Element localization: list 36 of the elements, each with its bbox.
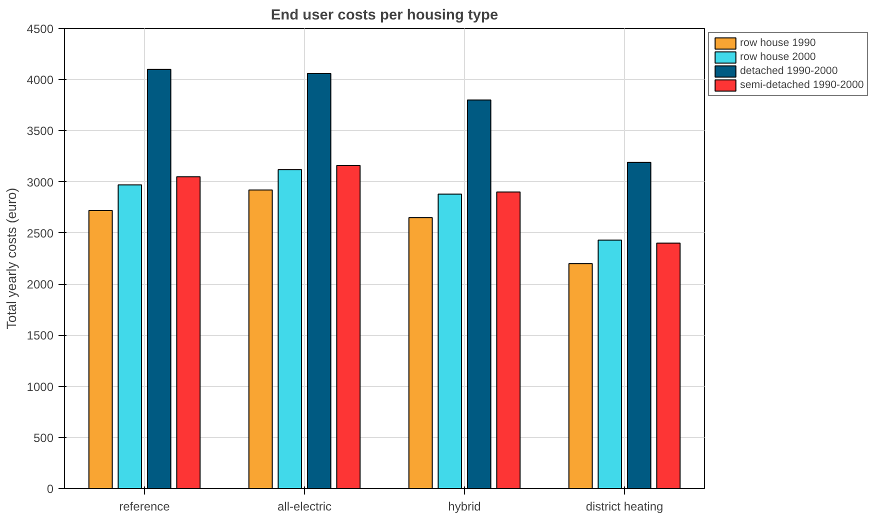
bar <box>336 164 361 488</box>
x-tick-label: all-electric <box>277 500 332 514</box>
legend-label: detached 1990-2000 <box>740 64 838 78</box>
y-tick-label: 4500 <box>26 22 54 36</box>
bar <box>568 263 593 488</box>
y-tick-label: 1500 <box>26 328 54 343</box>
bar <box>408 217 433 488</box>
x-tick-label: hybrid <box>448 500 481 514</box>
x-tick-label: district heating <box>586 500 664 514</box>
legend-label: row house 2000 <box>740 50 816 64</box>
bar <box>118 184 142 488</box>
y-axis-title: Total yearly costs (euro) <box>4 188 19 330</box>
legend-label: semi-detached 1990-2000 <box>740 78 864 92</box>
bar <box>496 192 521 488</box>
bar <box>598 240 622 488</box>
bar <box>626 162 652 488</box>
legend-label: row house 1990 <box>740 36 816 50</box>
y-tick-label: 2000 <box>26 278 54 292</box>
y-tick-label: 3000 <box>26 175 54 190</box>
y-tick-label: 4000 <box>26 73 54 88</box>
y-tick-label: 3500 <box>26 124 54 138</box>
bar <box>656 242 681 488</box>
bar <box>248 190 273 488</box>
bar <box>466 100 492 488</box>
bar <box>146 68 172 488</box>
bar <box>176 176 201 488</box>
bar <box>278 169 302 488</box>
y-tick-label: 1000 <box>26 380 54 394</box>
y-tick-label: 0 <box>46 482 54 496</box>
x-tick-label: reference <box>119 500 170 514</box>
y-tick-label: 500 <box>33 430 54 445</box>
bar <box>88 210 113 488</box>
chart-title: End user costs per housing type <box>270 8 498 24</box>
bar <box>438 194 462 488</box>
bar <box>306 72 332 488</box>
y-tick-label: 2500 <box>26 226 54 240</box>
